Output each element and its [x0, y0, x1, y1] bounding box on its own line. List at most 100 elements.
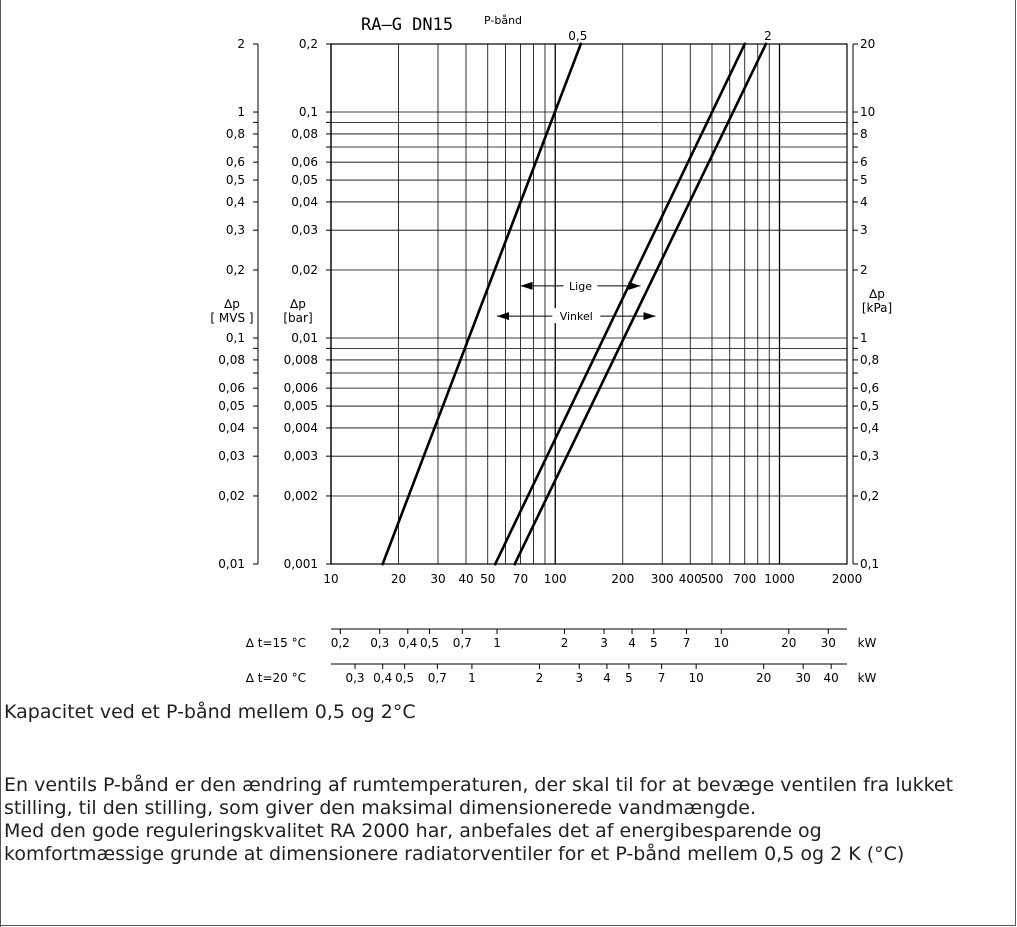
mvs-tick-label: 0,5	[226, 173, 245, 187]
bar-tick-label: 0,008	[284, 353, 318, 367]
kpa-tick-label: 0,1	[860, 557, 879, 571]
x-tick-label: 50	[480, 572, 495, 586]
x-tick-label: 1000	[764, 572, 795, 586]
annotation-arrowhead-right	[628, 281, 641, 290]
kw-tick-label: 0,4	[373, 671, 392, 685]
series-line-1	[380, 42, 583, 566]
plot-border	[330, 43, 848, 565]
kw-scale-label: ∆ t=15 °C	[245, 636, 306, 650]
kw-tick-label: 4	[628, 636, 636, 650]
x-tick-label: 40	[458, 572, 473, 586]
bar-tick-label: 0,03	[291, 223, 318, 237]
kpa-tick-label: 10	[860, 105, 875, 119]
kw-tick-label: 2	[536, 671, 544, 685]
kw-tick-label: 5	[650, 636, 658, 650]
kpa-tick-label: 0,3	[860, 449, 879, 463]
chart-caption: Kapacitet ved et P-bånd mellem 0,5 og 2°…	[4, 701, 416, 723]
kw-scale-label: ∆ t=20 °C	[245, 671, 306, 685]
series-label: 2	[764, 29, 772, 43]
x-tick-label: 500	[701, 572, 724, 586]
kw-tick-label: 30	[796, 671, 811, 685]
x-tick-label: 30	[430, 572, 445, 586]
paragraph-line: komfortmæssige grunde at dimensionere ra…	[4, 843, 905, 865]
kw-tick-label: 7	[683, 636, 691, 650]
tick-labels: 2 0,2 20 1 0,1 10 0,8 0,08 8 0,6 0,06 6 0,5 0,05 5 0,4 0…	[210, 37, 892, 586]
series-line-3	[513, 42, 768, 566]
kpa-tick-label: 0,6	[860, 381, 879, 395]
kpa-tick-label: 0,2	[860, 489, 879, 503]
bar-tick-label: 0,005	[284, 399, 318, 413]
kw-tick-label: 7	[658, 671, 666, 685]
mvs-tick-label: 0,01	[218, 557, 245, 571]
kw-tick-label: 1	[493, 636, 501, 650]
axes	[253, 43, 858, 565]
x-tick-label: 2000	[832, 572, 863, 586]
mvs-tick-label: 0,08	[218, 353, 245, 367]
x-tick-label: 300	[651, 572, 674, 586]
bar-tick-label: 0,1	[299, 105, 318, 119]
annotation-arrowhead-left	[497, 312, 510, 321]
chart-title: RA–G DN15	[361, 15, 453, 35]
series-label: 0,5	[568, 29, 587, 43]
kpa-tick-label: 0,5	[860, 399, 879, 413]
mvs-tick-label: 2	[237, 37, 245, 51]
kpa-tick-label: 2	[860, 263, 868, 277]
mvs-tick-label: 0,6	[226, 155, 245, 169]
bar-tick-label: 0,2	[299, 37, 318, 51]
annotation-arrowhead-left	[520, 281, 533, 290]
kw-tick-label: 0,7	[453, 636, 472, 650]
mvs-tick-label: 1	[237, 105, 245, 119]
x-tick-label: 70	[513, 572, 528, 586]
grid	[330, 43, 848, 565]
kw-tick-label: 30	[821, 636, 836, 650]
mvs-tick-label: 0,2	[226, 263, 245, 277]
mvs-tick-label: 0,03	[218, 449, 245, 463]
mvs-tick-label: 0,05	[218, 399, 245, 413]
kpa-tick-label: 3	[860, 223, 868, 237]
kw-tick-label: 0,4	[398, 636, 417, 650]
bar-tick-label: 0,004	[284, 421, 318, 435]
kw-tick-label: 3	[600, 636, 608, 650]
kw-tick-label: 0,5	[395, 671, 414, 685]
annotations: Lige Vinkel	[497, 277, 656, 324]
x-tick-label: 200	[611, 572, 634, 586]
kw-tick-label: 1	[468, 671, 476, 685]
kpa-axis-label: ∆p [kPa]	[862, 287, 892, 315]
series-header: P-bånd	[484, 14, 522, 27]
annotation-label-bg	[552, 308, 601, 324]
mvs-axis-label: ∆p[ MVS ]	[210, 297, 253, 325]
bar-tick-label: 0,05	[291, 173, 318, 187]
annotation-label: Vinkel	[560, 310, 593, 323]
annotation-label: Lige	[569, 280, 592, 293]
bar-tick-label: 0,001	[284, 557, 318, 571]
bar-tick-label: 0,04	[291, 195, 318, 209]
annotation-label-bg	[563, 277, 598, 293]
x-tick-label: 10	[323, 572, 338, 586]
mvs-tick-label: 0,04	[218, 421, 245, 435]
mvs-tick-label: 0,02	[218, 489, 245, 503]
paragraph-line: stilling, til den stilling, som giver de…	[4, 797, 757, 819]
kw-tick-label: 5	[625, 671, 633, 685]
kw-tick-label: 10	[714, 636, 729, 650]
mvs-tick-label: 0,06	[218, 381, 245, 395]
mvs-tick-label: 0,4	[226, 195, 245, 209]
kw-tick-label: 4	[603, 671, 611, 685]
kpa-tick-label: 1	[860, 331, 868, 345]
bar-axis-label: ∆p [bar]	[283, 297, 312, 325]
description-paragraph: En ventils P-bånd er den ændring af rumt…	[4, 774, 1009, 866]
kpa-tick-label: 0,4	[860, 421, 879, 435]
mvs-tick-label: 0,3	[226, 223, 245, 237]
kw-tick-label: 10	[689, 671, 704, 685]
mvs-tick-label: 0,1	[226, 331, 245, 345]
kw-tick-label: 0,3	[345, 671, 364, 685]
kw-tick-label: 2	[561, 636, 569, 650]
kw-tick-label: 20	[781, 636, 796, 650]
bar-tick-label: 0,006	[284, 381, 318, 395]
kw-tick-label: 0,2	[331, 636, 350, 650]
series-lines: 0,5 2	[380, 29, 772, 566]
bar-tick-label: 0,08	[291, 127, 318, 141]
kpa-tick-label: 0,8	[860, 353, 879, 367]
kpa-tick-label: 8	[860, 127, 868, 141]
